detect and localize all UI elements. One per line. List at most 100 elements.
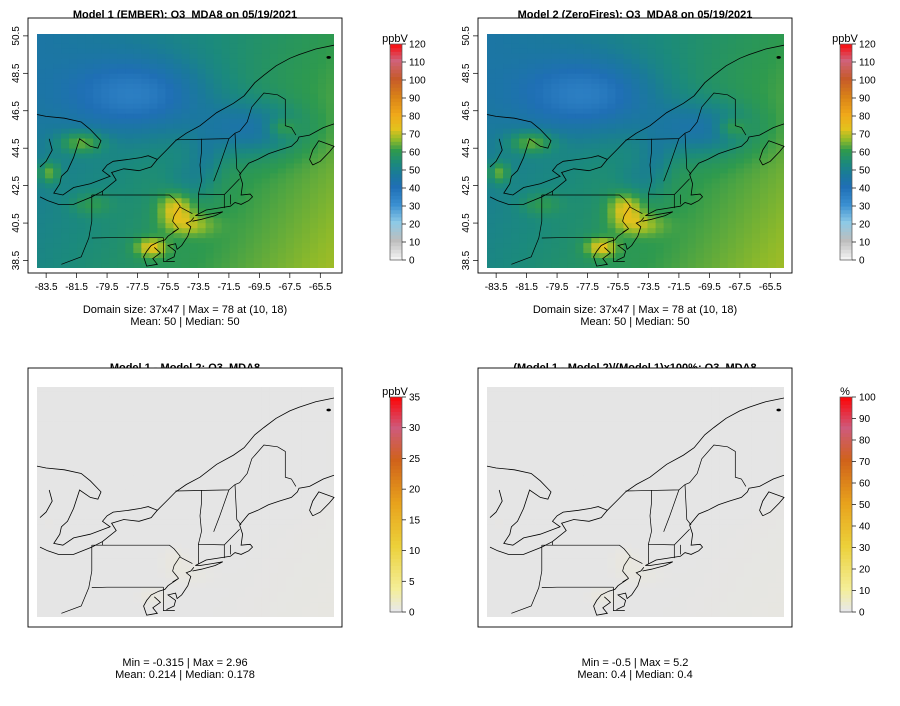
grid-cell <box>213 411 223 417</box>
grid-cell <box>743 173 753 179</box>
grid-cell <box>101 143 110 150</box>
grid-cell <box>567 108 576 115</box>
grid-cell <box>85 253 94 259</box>
grid-cell <box>237 98 247 105</box>
grid-cell <box>495 34 504 40</box>
grid-cell <box>293 528 303 535</box>
colorbar-swatch <box>390 234 402 239</box>
grid-cell <box>141 391 150 398</box>
grid-cell <box>77 450 86 457</box>
grid-cell <box>181 519 191 525</box>
grid-cell <box>535 148 544 155</box>
grid-cell <box>301 183 311 189</box>
grid-cell <box>751 148 761 155</box>
grid-cell <box>149 93 159 100</box>
grid-cell <box>45 258 54 264</box>
grid-cell <box>213 103 223 110</box>
grid-cell <box>615 233 625 239</box>
grid-cell <box>535 123 544 130</box>
grid-cell <box>93 489 102 496</box>
grid-cell <box>647 188 657 194</box>
grid-cell <box>93 263 102 268</box>
grid-cell <box>237 68 247 75</box>
grid-cell <box>663 158 673 165</box>
grid-cell <box>133 233 142 239</box>
grid-cell <box>229 128 239 135</box>
grid-cell <box>197 178 207 184</box>
grid-cell <box>261 118 271 125</box>
grid-cell <box>205 63 215 70</box>
grid-cell <box>487 73 496 80</box>
grid-cell <box>615 198 625 204</box>
grid-cell <box>133 426 142 432</box>
grid-cell <box>253 411 263 417</box>
grid-cell <box>703 218 713 224</box>
grid-cell <box>93 193 102 199</box>
grid-cell <box>695 113 705 120</box>
grid-cell <box>69 98 78 105</box>
grid-cell <box>53 406 62 413</box>
grid-cell <box>261 243 271 249</box>
grid-cell <box>125 499 134 506</box>
grid-cell <box>261 103 271 110</box>
grid-cell <box>495 183 504 189</box>
grid-cell <box>301 213 311 219</box>
grid-cell <box>77 153 86 160</box>
grid-cell <box>85 248 94 254</box>
grid-cell <box>229 406 239 413</box>
grid-cell <box>735 163 745 170</box>
grid-cell <box>165 213 175 219</box>
grid-cell <box>237 78 247 85</box>
grid-cell <box>261 387 271 393</box>
grid-cell <box>735 133 745 140</box>
grid-cell <box>117 543 126 550</box>
grid-cell <box>61 163 70 170</box>
grid-cell <box>631 63 641 70</box>
grid-cell <box>567 38 576 45</box>
grid-cell <box>77 387 86 393</box>
grid-cell <box>631 138 641 145</box>
grid-cell <box>165 208 175 214</box>
grid-cell <box>181 103 191 110</box>
grid-cell <box>317 183 327 189</box>
grid-cell <box>101 128 110 135</box>
grid-cell <box>69 103 78 110</box>
grid-cell <box>253 248 263 254</box>
grid-cell <box>277 233 287 239</box>
grid-cell <box>269 143 279 150</box>
grid-cell <box>253 396 263 403</box>
grid-cell <box>245 406 255 413</box>
grid-cell <box>317 233 327 239</box>
grid-cell <box>157 173 167 179</box>
grid-cell <box>623 188 633 194</box>
grid-cell <box>301 68 311 75</box>
grid-cell <box>141 173 150 179</box>
coastline <box>39 138 53 168</box>
grid-cell <box>165 391 175 398</box>
grid-cell <box>77 248 86 254</box>
grid-cell <box>519 113 528 120</box>
grid-cell <box>245 83 255 90</box>
grid-cell <box>213 148 223 155</box>
grid-cell <box>45 83 54 90</box>
grid-cell <box>623 243 633 249</box>
coastline <box>607 44 785 160</box>
grid-cell <box>519 258 528 264</box>
grid-cell <box>269 48 279 55</box>
grid-cell <box>61 460 70 466</box>
grid-cell <box>719 203 729 209</box>
grid-cell <box>293 450 303 457</box>
grid-cell <box>639 48 649 55</box>
grid-cell <box>687 253 697 259</box>
grid-cell <box>173 53 183 60</box>
grid-cell <box>663 58 673 65</box>
grid-cell <box>149 411 159 417</box>
grid-cell <box>205 43 215 50</box>
grid-cell <box>125 178 134 184</box>
grid-cell <box>775 158 784 165</box>
grid-cell <box>679 183 689 189</box>
grid-cell <box>101 208 110 214</box>
grid-cell <box>711 78 721 85</box>
grid-cell <box>543 43 552 50</box>
grid-cell <box>631 173 641 179</box>
